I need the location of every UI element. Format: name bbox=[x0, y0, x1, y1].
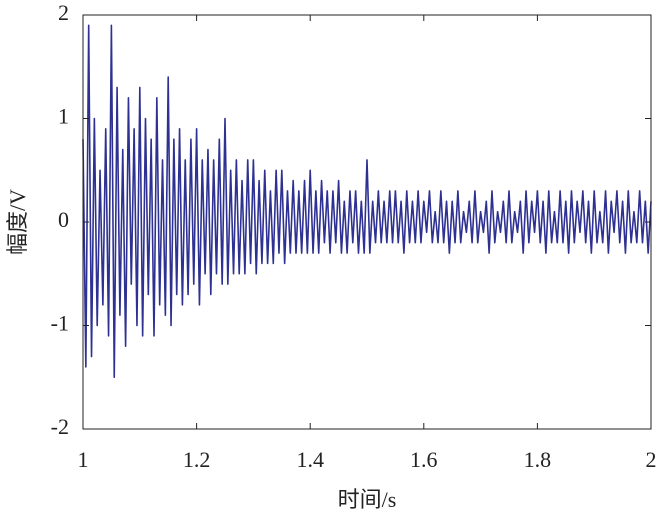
x-axis-label: 时间/s bbox=[338, 487, 397, 512]
y-axis-label: 幅度/V bbox=[5, 189, 30, 255]
y-tick-label: 2 bbox=[58, 0, 69, 25]
x-tick-label: 1.8 bbox=[524, 447, 552, 472]
y-tick-label: -2 bbox=[51, 414, 69, 439]
x-tick-label: 2 bbox=[646, 447, 657, 472]
y-tick-label: 1 bbox=[58, 104, 69, 129]
x-tick-label: 1.2 bbox=[183, 447, 211, 472]
y-tick-label: 0 bbox=[58, 207, 69, 232]
x-tick-label: 1.6 bbox=[410, 447, 438, 472]
y-tick-label: -1 bbox=[51, 311, 69, 336]
x-tick-label: 1.4 bbox=[296, 447, 324, 472]
signal-line bbox=[82, 24, 652, 379]
x-tick-label: 1 bbox=[78, 447, 89, 472]
